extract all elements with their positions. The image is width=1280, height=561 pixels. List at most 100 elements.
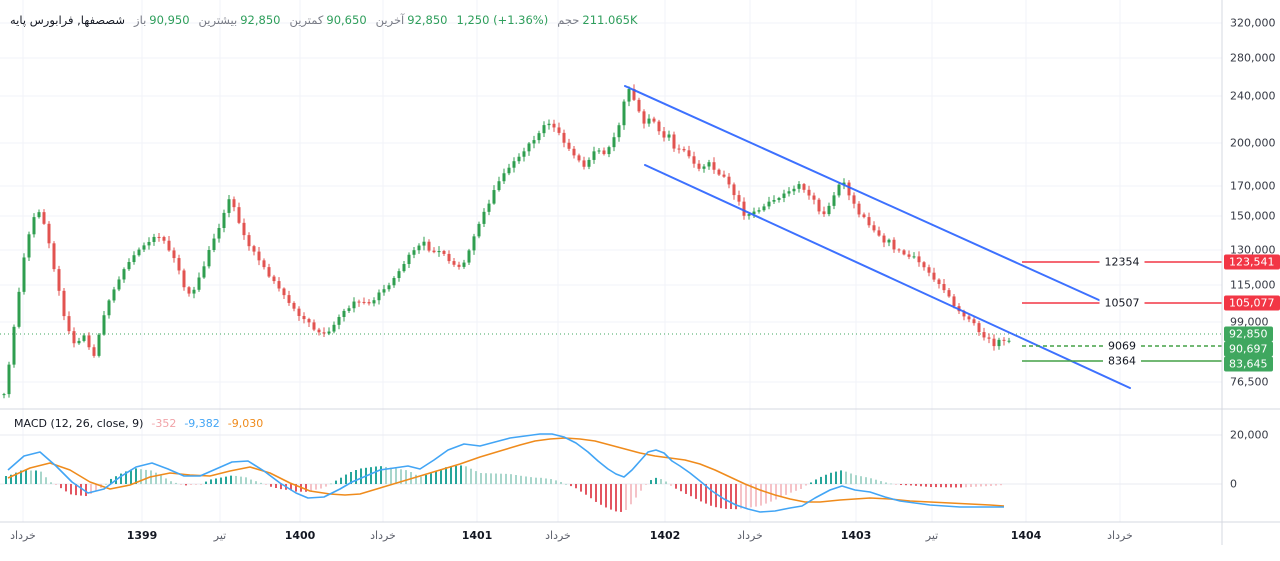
time-tick-month: خرداد bbox=[1107, 529, 1133, 542]
macd-histogram-bar bbox=[255, 481, 257, 484]
macd-histogram-bar bbox=[430, 473, 432, 484]
macd-histogram-bar bbox=[780, 484, 782, 498]
macd-histogram-bar bbox=[835, 471, 837, 484]
candle-body bbox=[552, 123, 556, 128]
macd-histogram-bar bbox=[135, 468, 137, 484]
candle-body bbox=[387, 285, 391, 290]
macd-histogram-bar bbox=[520, 475, 522, 484]
candle-body bbox=[937, 279, 941, 285]
candle-body bbox=[412, 250, 416, 255]
macd-histogram-bar bbox=[485, 473, 487, 484]
candle-body bbox=[242, 222, 246, 236]
candle-body bbox=[502, 173, 506, 182]
candle-body bbox=[827, 205, 831, 215]
candle-body bbox=[537, 133, 541, 141]
macd-histogram-bar bbox=[10, 474, 12, 484]
candle-body bbox=[157, 236, 161, 238]
macd-histogram-bar bbox=[680, 484, 682, 492]
macd-histogram-bar bbox=[405, 470, 407, 484]
macd-histogram-bar bbox=[940, 484, 942, 488]
macd-histogram-bar bbox=[375, 466, 377, 484]
candle-body bbox=[927, 267, 931, 273]
symbol-title[interactable]: شصصفها, فرابورس پایه bbox=[10, 13, 126, 27]
macd-histogram-bar bbox=[850, 473, 852, 484]
macd-histogram-bar bbox=[465, 466, 467, 484]
macd-histogram-bar bbox=[200, 484, 202, 485]
macd-histogram-bar bbox=[600, 484, 602, 505]
candle-body bbox=[327, 331, 331, 334]
macd-histogram-bar bbox=[70, 484, 72, 495]
macd-histogram-bar bbox=[925, 484, 927, 487]
macd-histogram-bar bbox=[525, 476, 527, 484]
macd-histogram-bar bbox=[770, 484, 772, 502]
candle-body bbox=[512, 161, 516, 168]
candle-body bbox=[77, 340, 81, 344]
macd-histogram-bar bbox=[580, 484, 582, 492]
macd-title[interactable]: MACD (12, 26, close, 9) bbox=[14, 417, 144, 430]
candle-body bbox=[577, 155, 581, 161]
trendline[interactable] bbox=[624, 85, 1111, 306]
candle-body bbox=[352, 301, 356, 309]
low-value: 90,650 bbox=[326, 13, 367, 27]
macd-histogram-bar bbox=[195, 484, 197, 485]
candle-body bbox=[162, 237, 166, 241]
macd-histogram-bar bbox=[510, 474, 512, 484]
macd-histogram-bar bbox=[245, 477, 247, 484]
candle-body bbox=[792, 188, 796, 192]
macd-histogram-bar bbox=[30, 470, 32, 484]
time-tick-year: 1404 bbox=[1010, 529, 1042, 542]
candle-body bbox=[302, 315, 306, 320]
candle-body bbox=[947, 290, 951, 297]
candle-body bbox=[627, 89, 631, 102]
macd-histogram-bar bbox=[840, 470, 842, 484]
macd-histogram-bar bbox=[225, 476, 227, 484]
change-value: 1,250 (+1.36%) bbox=[456, 13, 549, 27]
candle-body bbox=[62, 290, 66, 317]
volume-pair: حجم 211.065K bbox=[557, 13, 637, 27]
candle-body bbox=[617, 125, 621, 138]
candle-body bbox=[667, 134, 671, 138]
macd-histogram-bar bbox=[325, 484, 327, 487]
macd-histogram-bar bbox=[730, 484, 732, 510]
candle-body bbox=[737, 195, 741, 202]
candle-body bbox=[857, 203, 861, 215]
macd-histogram-bar bbox=[980, 484, 982, 487]
macd-histogram-bar bbox=[990, 484, 992, 486]
candle-body bbox=[982, 332, 986, 338]
macd-line-value: -9,382 bbox=[184, 417, 220, 430]
macd-histogram-bar bbox=[860, 476, 862, 484]
macd-histogram-bar bbox=[830, 472, 832, 484]
candle-body bbox=[997, 339, 1001, 347]
candle-body bbox=[347, 308, 351, 311]
candle-body bbox=[362, 301, 366, 303]
candle-body bbox=[57, 269, 61, 291]
macd-histogram-bar bbox=[825, 474, 827, 484]
macd-histogram-bar bbox=[175, 482, 177, 484]
candle-body bbox=[967, 316, 971, 320]
macd-histogram-bar bbox=[800, 484, 802, 489]
candle-body bbox=[477, 223, 481, 237]
time-tick-month: تیر bbox=[925, 529, 939, 542]
candle-body bbox=[437, 251, 441, 253]
candle-body bbox=[777, 197, 781, 200]
macd-histogram-bar bbox=[340, 477, 342, 484]
macd-histogram-bar bbox=[675, 484, 677, 489]
time-tick-year: 1399 bbox=[126, 529, 158, 542]
macd-histogram-bar bbox=[460, 465, 462, 484]
candle-body bbox=[657, 121, 661, 132]
macd-histogram-bar bbox=[955, 484, 957, 488]
macd-histogram-bar bbox=[65, 484, 67, 492]
macd-histogram-bar bbox=[380, 466, 382, 484]
macd-histogram-bar bbox=[900, 484, 902, 486]
macd-histogram-bar bbox=[610, 484, 612, 510]
trendline[interactable] bbox=[644, 164, 1131, 389]
candle-body bbox=[382, 289, 386, 293]
candle-body bbox=[377, 292, 381, 301]
candle-body bbox=[787, 191, 791, 194]
candle-body bbox=[272, 276, 276, 282]
macd-legend: MACD (12, 26, close, 9) -352 -9,382 -9,0… bbox=[14, 417, 263, 430]
macd-histogram-bar bbox=[785, 484, 787, 495]
macd-histogram-bar bbox=[260, 482, 262, 484]
macd-histogram-bar bbox=[185, 484, 187, 486]
